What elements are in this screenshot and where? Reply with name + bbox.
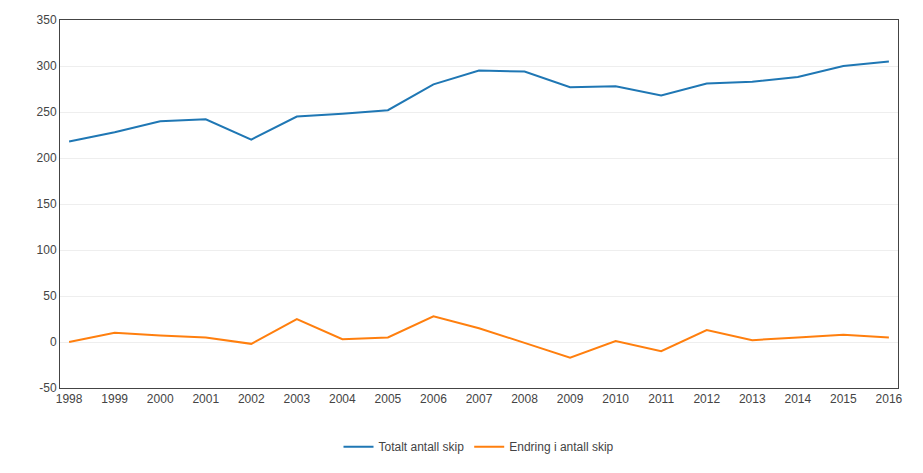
svg-text:2004: 2004: [329, 392, 356, 406]
svg-text:0: 0: [50, 335, 57, 349]
svg-text:2015: 2015: [830, 392, 857, 406]
svg-text:2014: 2014: [784, 392, 811, 406]
svg-text:300: 300: [37, 59, 57, 73]
svg-text:Totalt antall skip: Totalt antall skip: [379, 440, 465, 454]
svg-text:2011: 2011: [648, 392, 674, 406]
svg-text:100: 100: [37, 243, 57, 257]
svg-text:2007: 2007: [466, 392, 493, 406]
svg-text:1998: 1998: [56, 392, 83, 406]
svg-text:2005: 2005: [375, 392, 402, 406]
svg-text:2002: 2002: [238, 392, 265, 406]
svg-text:350: 350: [37, 13, 57, 27]
svg-text:2009: 2009: [557, 392, 584, 406]
svg-text:2013: 2013: [739, 392, 766, 406]
svg-text:2016: 2016: [876, 392, 903, 406]
svg-text:Endring i antall skip: Endring i antall skip: [509, 440, 613, 454]
svg-text:2003: 2003: [283, 392, 310, 406]
svg-text:250: 250: [37, 105, 57, 119]
svg-text:2006: 2006: [420, 392, 447, 406]
svg-text:2010: 2010: [602, 392, 629, 406]
svg-text:2000: 2000: [147, 392, 174, 406]
svg-text:150: 150: [37, 197, 57, 211]
svg-text:1999: 1999: [101, 392, 128, 406]
svg-text:2012: 2012: [693, 392, 720, 406]
svg-text:-50: -50: [39, 381, 57, 395]
svg-text:50: 50: [43, 289, 57, 303]
svg-text:2008: 2008: [511, 392, 538, 406]
svg-text:200: 200: [37, 151, 57, 165]
svg-text:2001: 2001: [192, 392, 219, 406]
